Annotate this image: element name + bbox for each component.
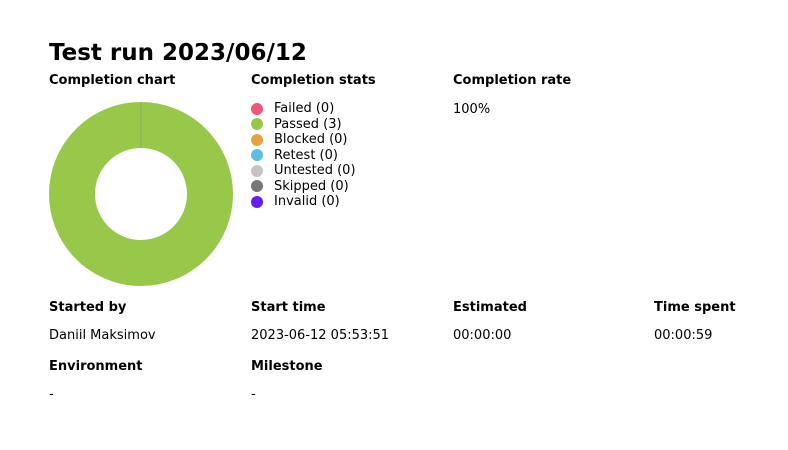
legend-label: Invalid (0)	[274, 194, 340, 210]
environment-label: Environment	[49, 359, 143, 374]
milestone-label: Milestone	[251, 359, 323, 374]
legend-label: Passed (3)	[274, 116, 342, 132]
legend-label: Untested (0)	[274, 163, 356, 179]
started-by-label: Started by	[49, 300, 127, 315]
estimated-value: 00:00:00	[453, 328, 512, 343]
completion-rate-value: 100%	[453, 102, 491, 117]
milestone-value: -	[251, 387, 256, 402]
time-spent-value: 00:00:59	[654, 328, 713, 343]
failed-dot	[251, 102, 263, 115]
estimated-label: Estimated	[453, 300, 527, 315]
legend-item-blocked: Blocked (0)	[251, 132, 356, 148]
started-by-value: Daniil Maksimov	[49, 328, 156, 343]
legend-item-failed: Failed (0)	[251, 101, 356, 117]
legend-label: Retest (0)	[274, 147, 338, 163]
untested-dot	[251, 164, 263, 177]
passed-dot	[251, 118, 263, 131]
legend-label: Failed (0)	[274, 101, 335, 117]
legend-label: Blocked (0)	[274, 132, 348, 148]
environment-value: -	[49, 387, 54, 402]
legend-item-retest: Retest (0)	[251, 148, 356, 164]
legend-item-passed: Passed (3)	[251, 117, 356, 133]
start-time-value: 2023-06-12 05:53:51	[251, 328, 390, 343]
completion-donut-chart	[49, 102, 233, 286]
start-time-label: Start time	[251, 300, 326, 315]
completion-stats-label: Completion stats	[251, 73, 376, 88]
legend-label: Skipped (0)	[274, 178, 349, 194]
invalid-dot	[251, 195, 263, 208]
page-title: Test run 2023/06/12	[49, 40, 307, 66]
legend-item-invalid: Invalid (0)	[251, 194, 356, 210]
time-spent-label: Time spent	[654, 300, 736, 315]
legend-item-skipped: Skipped (0)	[251, 179, 356, 195]
legend-item-untested: Untested (0)	[251, 163, 356, 179]
blocked-dot	[251, 133, 263, 146]
completion-chart-label: Completion chart	[49, 73, 176, 88]
completion-stats-legend: Failed (0) Passed (3) Blocked (0) Retest…	[251, 101, 356, 210]
retest-dot	[251, 149, 263, 162]
completion-rate-label: Completion rate	[453, 73, 572, 88]
skipped-dot	[251, 180, 263, 193]
